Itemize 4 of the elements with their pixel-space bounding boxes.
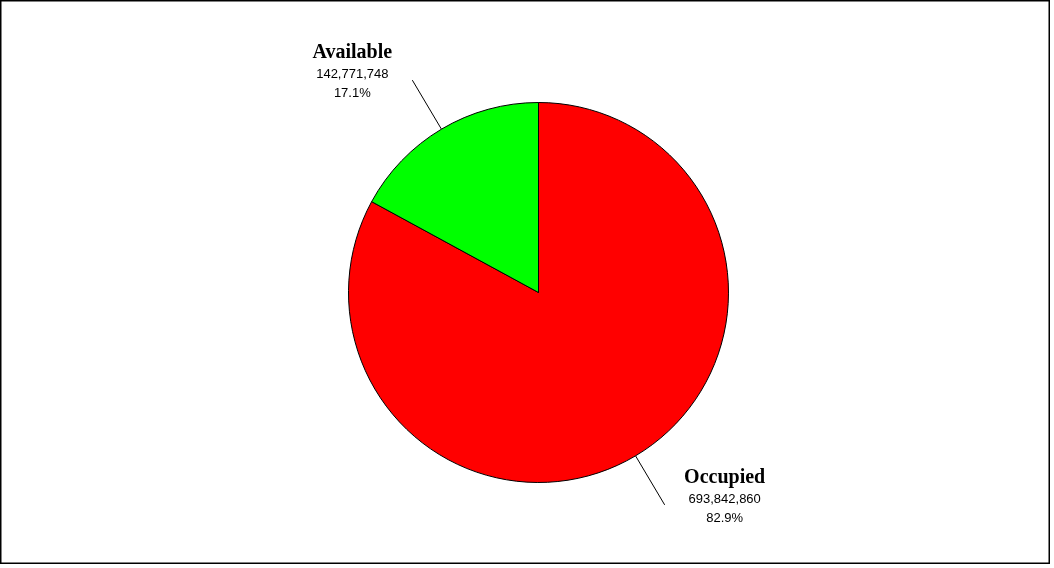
slice-label: Occupied xyxy=(684,464,766,488)
data-label: 142,771,748 17.1% xyxy=(316,66,389,100)
slice-label: Available xyxy=(312,40,393,63)
data-label: 693,842,860 82.9% xyxy=(688,490,761,525)
